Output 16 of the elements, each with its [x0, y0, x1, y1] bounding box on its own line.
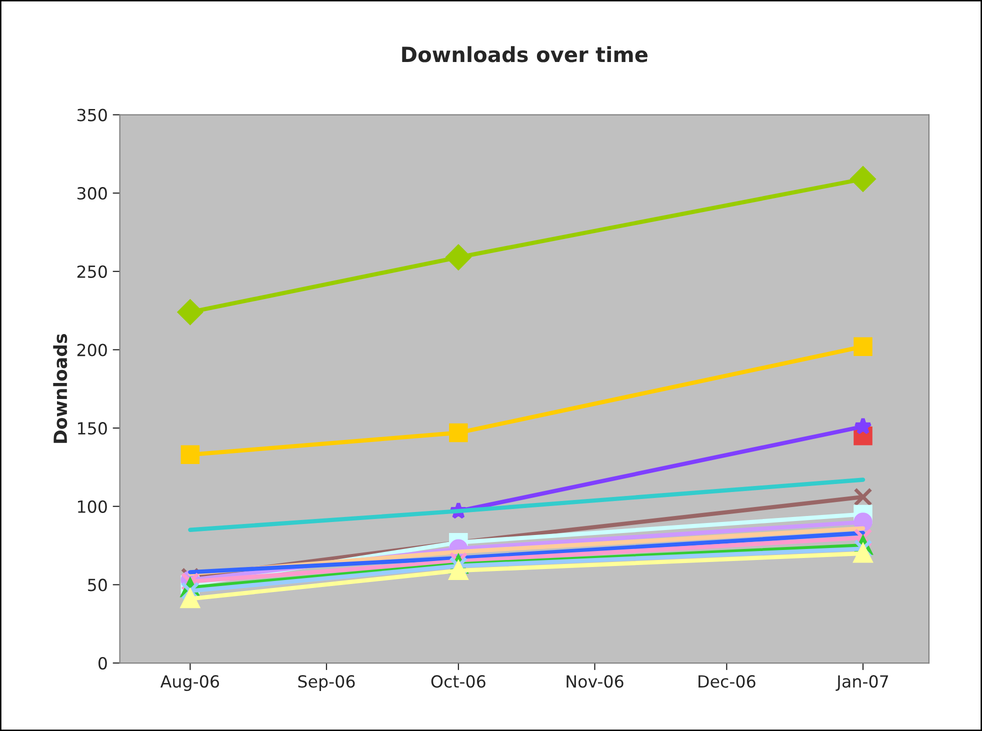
- chart-title: Downloads over time: [402, 46, 648, 62]
- x-tick-label: Jan-07: [836, 675, 888, 691]
- x-tick-label: Sep-06: [298, 675, 355, 691]
- y-tick-label: 300: [77, 187, 107, 200]
- y-tick-label: 50: [88, 578, 107, 592]
- y-tick-label: 150: [78, 422, 107, 435]
- x-tick-label: Oct-06: [431, 675, 486, 688]
- y-tick-label: 0: [98, 656, 107, 670]
- y-tick-label: 200: [77, 344, 107, 356]
- x-tick-label: Dec-06: [698, 675, 756, 688]
- y-tick-label: 250: [77, 265, 107, 278]
- x-tick-label: Aug-06: [160, 675, 219, 691]
- y-tick-label: 350: [77, 108, 107, 122]
- y-tick-label: 100: [78, 500, 107, 513]
- x-tick-label: Nov-06: [566, 675, 624, 688]
- y-axis-title: Downloads: [53, 334, 68, 443]
